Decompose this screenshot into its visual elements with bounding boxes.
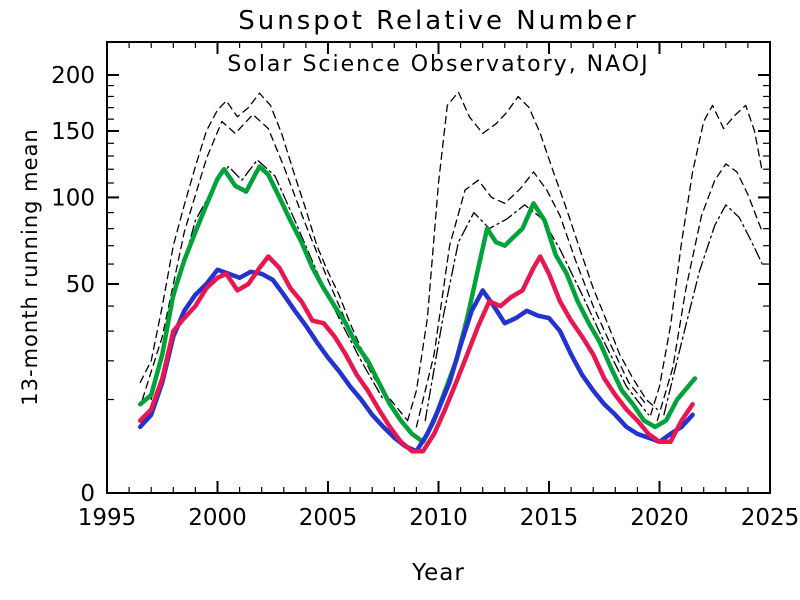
chart-title: Sunspot Relative Number bbox=[238, 6, 639, 36]
x-tick-label: 2000 bbox=[188, 505, 247, 531]
series-dashed-overlay-c25-high bbox=[650, 104, 763, 416]
series-dashed-overlay-c24-high bbox=[406, 91, 658, 422]
series-dashdot-overlay-c25-low bbox=[663, 204, 763, 416]
series-dashed-overlay-c24-mid bbox=[415, 171, 647, 428]
x-tick-label: 2005 bbox=[299, 505, 358, 531]
series-dashdot-overlay-c23-low bbox=[150, 159, 384, 401]
y-tick-label: 200 bbox=[51, 63, 95, 89]
x-tick-label: 2010 bbox=[409, 505, 468, 531]
series-south-smoothed-red bbox=[137, 254, 695, 454]
series-dashed-overlay-c23-mid bbox=[141, 113, 395, 411]
y-tick-label: 150 bbox=[51, 119, 95, 145]
x-tick-label: 2025 bbox=[741, 505, 800, 531]
y-tick-label: 100 bbox=[51, 185, 95, 211]
x-tick-label: 2015 bbox=[520, 505, 579, 531]
series-dashdot-overlay-c24-low bbox=[424, 204, 650, 422]
y-axis-label: 13-month running mean bbox=[18, 128, 42, 406]
x-tick-label: 1995 bbox=[78, 505, 137, 531]
series-total-smoothed-green bbox=[137, 164, 698, 445]
y-tick-label: 0 bbox=[80, 481, 95, 507]
x-tick-label: 2020 bbox=[630, 505, 689, 531]
chart-subtitle: Solar Science Observatory, NAOJ bbox=[227, 52, 650, 77]
series-dashed-overlay-c25-mid bbox=[656, 163, 763, 422]
y-tick-label: 50 bbox=[66, 272, 95, 298]
x-axis-label: Year bbox=[412, 560, 465, 586]
